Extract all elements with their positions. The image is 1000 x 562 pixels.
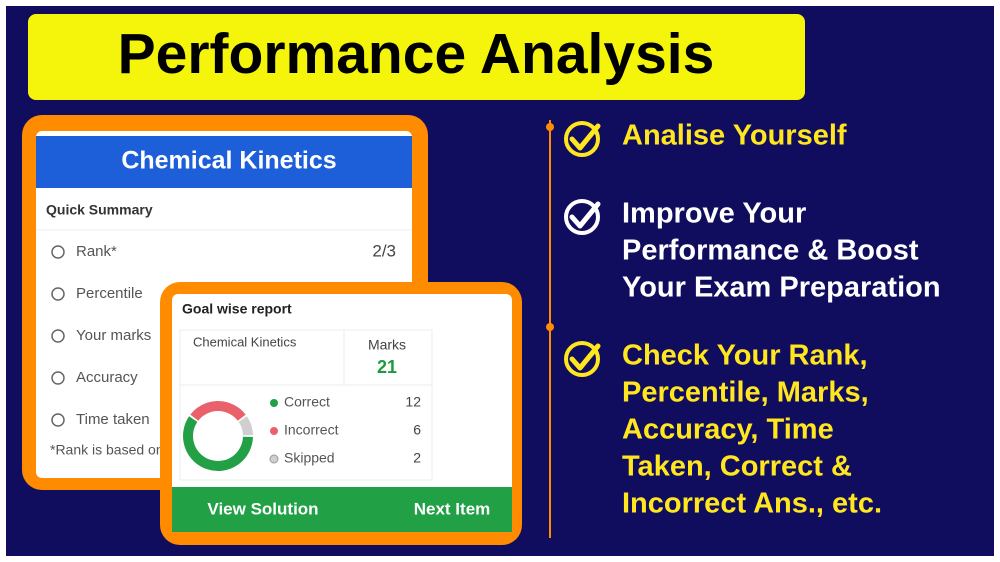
point-line: Check Your Rank,: [622, 340, 868, 372]
legend-dot: [270, 399, 278, 407]
legend-label: Skipped: [284, 450, 335, 466]
legend-value: 12: [405, 394, 421, 410]
donut-segment: [190, 401, 246, 421]
title: Performance Analysis: [118, 22, 715, 86]
row-label: Time taken: [76, 411, 150, 428]
check-mark: [569, 343, 601, 371]
row-icon: [51, 329, 65, 343]
row-value: 2/3: [372, 241, 396, 260]
row-icon: [51, 371, 65, 385]
row-label: Your marks: [76, 327, 151, 344]
row-label: Rank*: [76, 243, 117, 260]
button[interactable]: Next Item: [414, 499, 491, 518]
card-heading: Chemical Kinetics: [121, 147, 336, 175]
section-title: Quick Summary: [46, 202, 153, 218]
card-heading: Goal wise report: [182, 301, 292, 317]
point-line: Incorrect Ans., etc.: [622, 488, 882, 520]
donut-segment: [238, 416, 253, 436]
point-line: Performance & Boost: [622, 235, 919, 267]
point-line: Percentile, Marks,: [622, 377, 869, 409]
summary-header: [36, 136, 412, 188]
point-line: Taken, Correct &: [622, 451, 852, 483]
check-icon: [564, 341, 600, 377]
point-line: Your Exam Preparation: [622, 272, 941, 304]
check-icon: [564, 121, 600, 157]
point-line: Analise Yourself: [622, 120, 847, 152]
subject: Chemical Kinetics: [193, 334, 297, 349]
check-mark: [569, 201, 601, 229]
legend-dot: [270, 427, 278, 435]
check-mark: [569, 123, 601, 151]
marks-value: 21: [377, 357, 397, 377]
legend-value: 2: [413, 450, 421, 466]
note: *Rank is based on: [50, 442, 164, 458]
point-line: Improve Your: [622, 198, 806, 230]
row-label: Percentile: [76, 285, 143, 302]
row-icon: [51, 413, 65, 427]
legend-value: 6: [413, 422, 421, 438]
marks-label: Marks: [368, 337, 406, 353]
row-label: Accuracy: [76, 369, 138, 386]
row-icon: [51, 287, 65, 301]
timeline-dot: [546, 323, 554, 331]
check-icon: [564, 199, 600, 235]
legend-dot: [269, 454, 279, 464]
legend-label: Correct: [284, 394, 330, 410]
point-line: Accuracy, Time: [622, 414, 834, 446]
button[interactable]: View Solution: [207, 499, 318, 518]
summary-content: Chemical Kinetics Quick Summary Rank* 2/3 Pe…: [46, 147, 396, 458]
donut-segment: [183, 416, 253, 471]
title-box: [28, 14, 805, 100]
points: Analise Yourself Improve Your Performance …: [564, 120, 941, 520]
timeline-dot: [546, 123, 554, 131]
row-icon: [51, 245, 65, 259]
legend-label: Incorrect: [284, 422, 339, 438]
button-bar: [172, 487, 512, 532]
